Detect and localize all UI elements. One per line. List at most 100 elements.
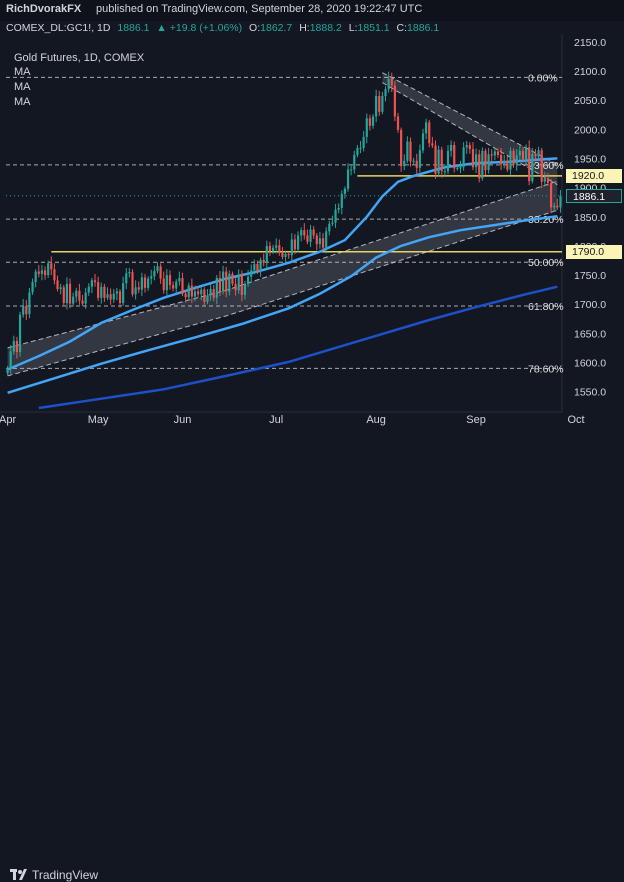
symbol-label[interactable]: COMEX_DL:GC1!, 1D [6,22,111,34]
candle-body [378,96,381,112]
candle-body [109,294,112,300]
y-tick-label: 1650.0 [574,328,606,340]
candle-body [359,147,362,149]
candle-body [318,238,322,245]
candle-body [400,129,403,167]
low-value: 1851.1 [357,22,390,34]
candle-body [343,188,347,195]
candle-body [543,178,546,182]
candle-body [150,276,153,279]
candle-body [106,294,109,298]
candle-body [321,238,325,248]
candle-body [256,263,259,272]
tradingview-brand[interactable]: TradingView [32,868,99,882]
ma-legend-1[interactable]: MA [14,66,31,78]
fib-label-3: 50.00% [528,257,564,269]
candle-body [72,296,75,304]
y-tick-label: 2000.0 [574,124,606,136]
y-tick-label: 2150.0 [574,37,606,49]
candle-body [278,245,281,252]
candle-body [162,278,165,291]
candle-body [59,287,62,290]
author-name[interactable]: RichDvorakFX [6,3,82,15]
candle-body [340,194,343,209]
candle-body [259,259,262,272]
candle-body [137,287,140,290]
candle-body [309,229,312,242]
candle-body [437,149,440,174]
ma-legend-3[interactable]: MA [14,96,31,108]
candle-body [193,291,197,297]
candle-body [425,122,428,134]
publish-header: RichDvorakFX published on TradingView.co… [0,0,624,21]
candle-body [368,118,371,126]
candle-body [172,284,175,289]
candle-body [346,169,350,189]
candle-body [265,245,268,263]
price-tag-1886.1: 1886.1 [566,188,622,203]
fib-label-0: 0.00% [528,72,558,84]
candle-body [9,351,12,369]
y-tick-label: 1950.0 [574,153,606,165]
candle-body [134,287,137,295]
candle-body [187,285,190,298]
candle-body [328,223,331,232]
candle-body [168,275,172,285]
candle-body [147,278,150,288]
candle-body [528,147,531,182]
candle-body [362,136,365,148]
price-tag-1790.0: 1790.0 [566,244,622,259]
candle-body [462,147,465,168]
candle-body [84,292,87,304]
candle-body [409,141,412,162]
last-price: 1886.1 [117,22,150,34]
ma-legend-2[interactable]: MA [14,81,31,93]
candle-body [156,266,159,271]
price-chart[interactable]: 0.00%23.60%38.20%50.00%61.80%78.60%1550.… [0,0,624,466]
candle-body [290,239,293,256]
candle-body [418,150,421,168]
footer: TradingView [0,428,624,882]
candle-body [275,245,278,248]
candle-body [75,290,78,297]
candle-body [78,290,81,301]
trend-channel-lower [7,209,558,377]
high-label: H: [299,22,310,34]
candle-body [25,305,28,315]
x-tick-label: Jul [269,414,283,426]
candle-body [62,287,65,304]
candle-body [18,314,22,353]
candle-body [334,209,337,223]
x-tick-label: May [88,414,109,426]
y-tick-label: 1600.0 [574,358,606,370]
candle-body [353,154,356,170]
candle-body [43,270,47,276]
candle-body [512,150,515,165]
candle-body [287,254,290,256]
price-tag-1920.0: 1920.0 [566,168,622,183]
candle-body [262,259,265,263]
candle-body [475,154,478,168]
candle-body [97,282,100,298]
candle-body [534,153,537,157]
candle-body [387,78,390,90]
candle-body [243,283,247,295]
candle-body [153,270,156,277]
high-value: 1888.2 [309,22,342,34]
candle-body [428,122,431,144]
candle-body [365,118,368,137]
candle-body [415,160,418,168]
trend-channel-fill [7,181,558,376]
candle-body [412,160,415,162]
candle-body [115,291,118,294]
y-tick-label: 1850.0 [574,212,606,224]
candle-body [203,289,206,302]
candle-body [37,271,40,274]
price-axis-bg [562,34,624,410]
candle-body [103,286,106,298]
candle-body [456,167,459,169]
candle-body [178,277,181,282]
ticker-bar: COMEX_DL:GC1!, 1D 1886.1 ▲ +19.8 (+1.06%… [6,22,443,34]
candle-body [546,178,550,183]
candle-body [56,280,59,290]
